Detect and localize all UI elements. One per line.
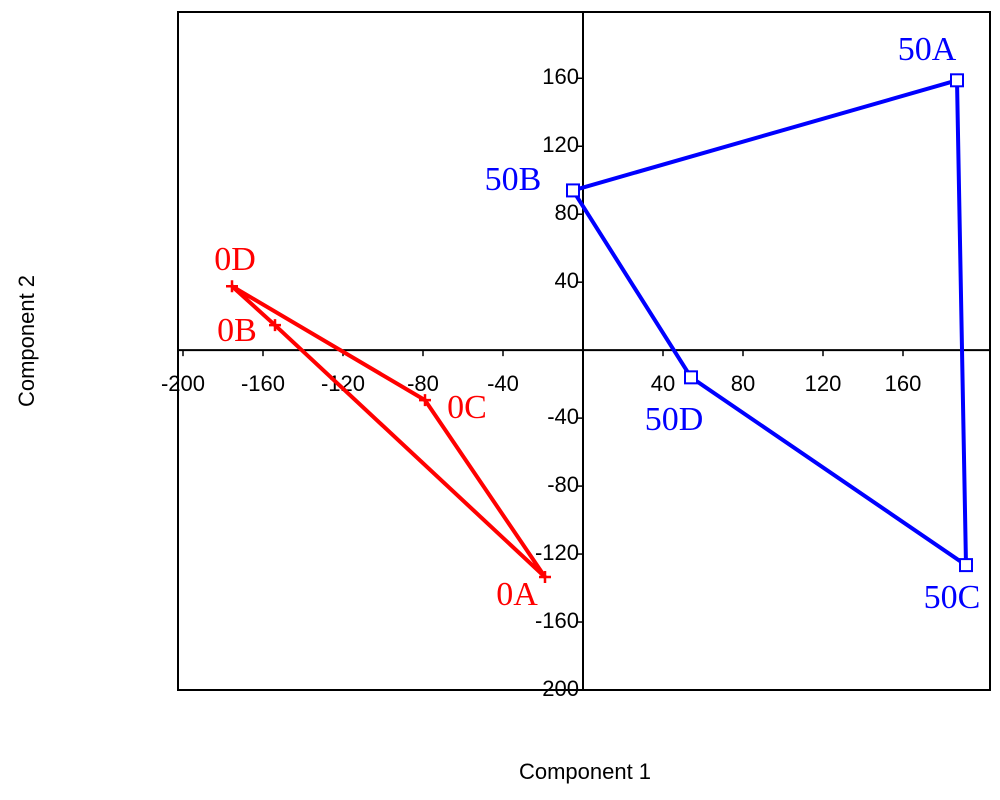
y-tick-label: 80: [555, 200, 579, 225]
x-axis-title: Component 1: [519, 759, 651, 784]
point-label: 50D: [645, 401, 704, 438]
point-label: 50A: [898, 31, 957, 68]
x-tick-label: 40: [651, 371, 675, 396]
y-tick-label: -160: [535, 608, 579, 633]
y-tick-label: 40: [555, 268, 579, 293]
point-marker: [566, 183, 580, 198]
point-label: 50C: [924, 579, 981, 616]
point-marker: [684, 370, 698, 385]
y-tick-label: -80: [547, 472, 579, 497]
point-marker: [419, 394, 431, 407]
y-tick-label: -40: [547, 404, 579, 429]
x-tick-label: -200: [161, 371, 205, 396]
x-tick-label: 120: [805, 371, 842, 396]
point-marker: [539, 571, 551, 583]
y-tick-label: -120: [535, 540, 579, 565]
point-marker: [950, 73, 964, 88]
point-label: 50B: [485, 161, 542, 198]
point-marker: [959, 558, 973, 573]
point-marker: [226, 280, 238, 293]
point-label: 0D: [214, 241, 256, 278]
point-label: 0C: [447, 389, 487, 426]
point-marker: [269, 319, 281, 332]
x-tick-label: 160: [885, 371, 922, 396]
x-tick-label: 80: [731, 371, 755, 396]
x-tick-label: -40: [487, 371, 519, 396]
x-tick-label: -160: [241, 371, 285, 396]
point-label: 0B: [217, 312, 257, 349]
y-tick-label: 120: [542, 132, 579, 157]
y-axis-title: Component 2: [14, 275, 39, 407]
series-line: [569, 77, 969, 569]
point-label: 0A: [496, 576, 538, 613]
y-tick-label: 160: [542, 64, 579, 89]
series-line: [230, 284, 547, 579]
y-tick-label: -200: [535, 676, 579, 701]
